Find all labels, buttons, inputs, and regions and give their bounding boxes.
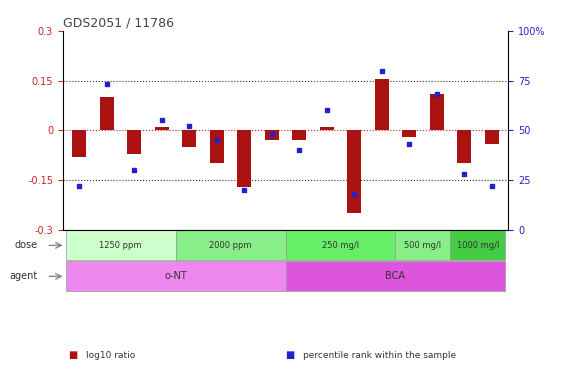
- Bar: [100, 97, 114, 130]
- Text: BCA: BCA: [385, 271, 405, 281]
- Bar: [238, 130, 251, 187]
- Bar: [451, 230, 505, 260]
- Bar: [485, 130, 498, 144]
- Bar: [182, 130, 196, 147]
- Text: agent: agent: [10, 271, 38, 281]
- Text: 2000 ppm: 2000 ppm: [209, 241, 252, 250]
- Text: log10 ratio: log10 ratio: [86, 351, 135, 360]
- Bar: [73, 130, 86, 157]
- Text: 250 mg/l: 250 mg/l: [322, 241, 359, 250]
- Text: ■: ■: [69, 350, 78, 360]
- Bar: [286, 262, 505, 291]
- Bar: [66, 262, 286, 291]
- Bar: [175, 230, 286, 260]
- Bar: [396, 230, 451, 260]
- Text: 1250 ppm: 1250 ppm: [99, 241, 142, 250]
- Text: 1000 mg/l: 1000 mg/l: [457, 241, 499, 250]
- Text: percentile rank within the sample: percentile rank within the sample: [303, 351, 456, 360]
- Text: dose: dose: [15, 240, 38, 250]
- Text: GDS2051 / 11786: GDS2051 / 11786: [63, 17, 174, 30]
- Bar: [292, 130, 306, 140]
- Bar: [375, 79, 389, 130]
- Text: o-NT: o-NT: [164, 271, 187, 281]
- Bar: [403, 130, 416, 137]
- Text: ■: ■: [286, 350, 295, 360]
- Bar: [347, 130, 361, 213]
- Bar: [286, 230, 396, 260]
- Bar: [127, 130, 141, 154]
- Bar: [155, 127, 168, 130]
- Bar: [457, 130, 471, 164]
- Bar: [320, 127, 333, 130]
- Bar: [265, 130, 279, 140]
- Bar: [210, 130, 224, 164]
- Bar: [66, 230, 175, 260]
- Bar: [430, 94, 444, 130]
- Text: 500 mg/l: 500 mg/l: [404, 241, 441, 250]
